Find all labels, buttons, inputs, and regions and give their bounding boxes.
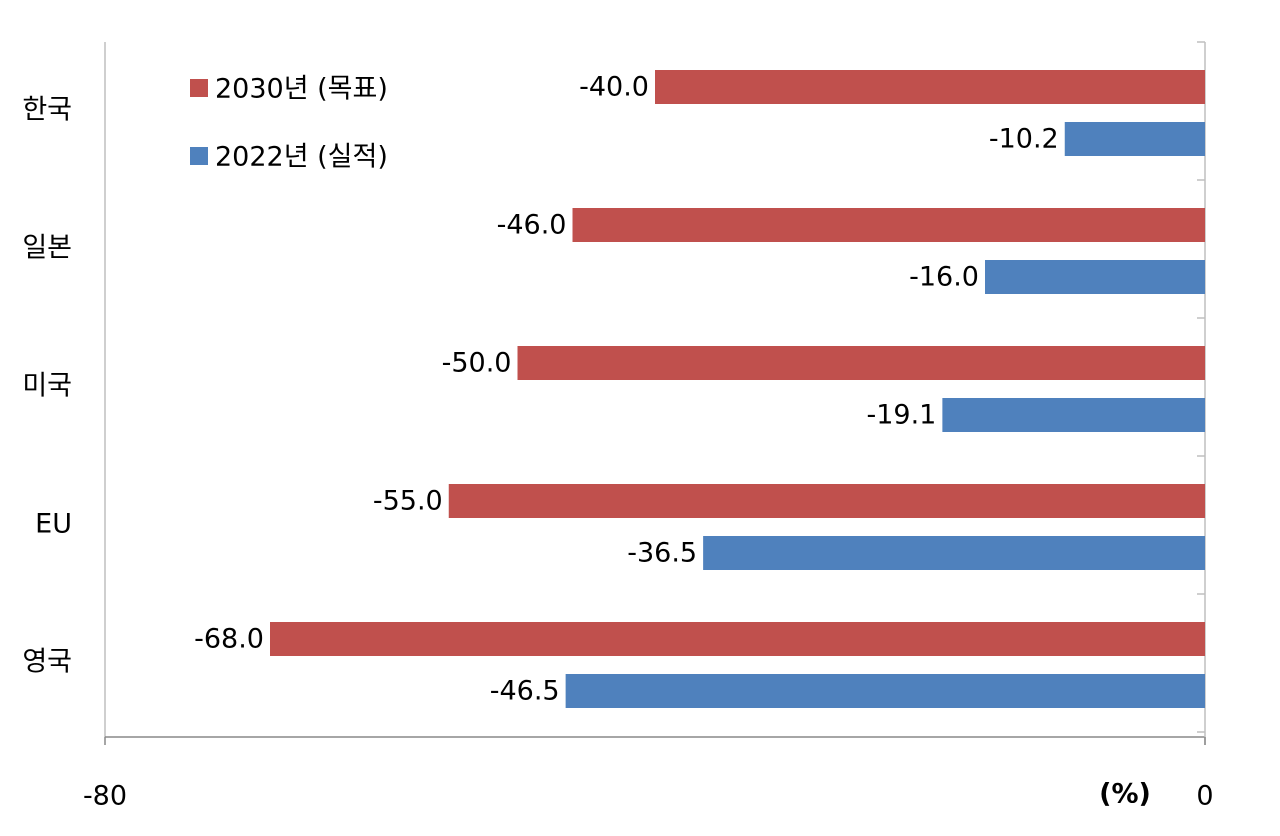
x-tick-label: 0 [1196,781,1213,812]
value-label: -46.5 [490,676,560,707]
bar [1064,122,1205,156]
legend-swatch [190,147,208,165]
legend-label: 2030년 (목표) [215,74,388,105]
bar [942,398,1205,432]
value-label: -46.0 [497,210,567,241]
bar [270,622,1205,656]
value-label: -50.0 [442,348,512,379]
value-label: -40.0 [579,72,649,103]
bar [517,346,1205,380]
bar [985,260,1205,294]
category-label: 미국 [22,371,72,402]
value-label: -19.1 [867,400,937,431]
legend-swatch [190,79,208,97]
category-label: 일본 [22,233,72,264]
bar [448,484,1205,518]
category-label: EU [35,509,72,540]
x-unit-label: (%) [1099,779,1151,810]
category-label: 영국 [22,647,72,678]
value-label: -16.0 [909,262,979,293]
legend-label: 2022년 (실적) [215,142,388,173]
x-tick-label: -80 [83,781,127,812]
value-label: -55.0 [373,486,443,517]
value-label: -10.2 [989,124,1059,155]
value-label: -36.5 [627,538,697,569]
bar [572,208,1205,242]
category-label: 한국 [22,95,72,126]
value-label: -68.0 [194,624,264,655]
bar [703,536,1205,570]
bar [655,70,1205,104]
bar [565,674,1205,708]
